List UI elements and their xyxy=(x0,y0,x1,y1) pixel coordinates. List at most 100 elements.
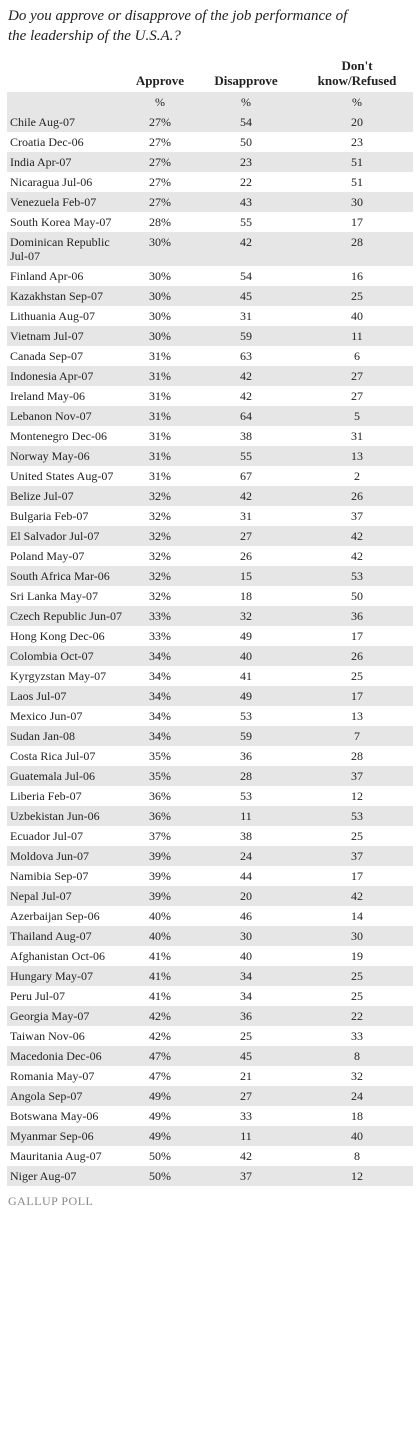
value-cell: 47% xyxy=(149,1069,171,1083)
value-cell: 31 xyxy=(240,509,252,523)
country-cell: Colombia Oct-07 xyxy=(7,646,129,666)
column-header: Approve xyxy=(135,73,185,88)
value-cell: 39% xyxy=(129,846,191,866)
data-row: Nepal Jul-07 39% 20 42 xyxy=(7,886,413,906)
value-cell: 32% xyxy=(149,549,171,563)
value-cell: 25 xyxy=(351,989,363,1003)
value-cell: 39% xyxy=(149,869,171,883)
country-cell: Bulgaria Feb-07 xyxy=(10,509,89,523)
value-cell: 18 xyxy=(351,1109,363,1123)
country-cell: Norway May-06 xyxy=(7,446,129,466)
data-row: Botswana May-06 49% 33 18 xyxy=(7,1106,413,1126)
value-cell: 5 xyxy=(301,406,413,426)
value-cell: 43 xyxy=(191,192,301,212)
value-cell: 42 xyxy=(191,486,301,506)
value-cell: 27% xyxy=(129,112,191,132)
value-cell: 27 xyxy=(191,1086,301,1106)
value-cell: 37 xyxy=(191,1166,301,1186)
column-header: Disapprove xyxy=(214,73,278,88)
country-cell: Macedonia Dec-06 xyxy=(7,1046,129,1066)
value-cell: 26 xyxy=(240,549,252,563)
value-cell: 39% xyxy=(129,886,191,906)
value-cell: 40 xyxy=(351,309,363,323)
country-cell: Niger Aug-07 xyxy=(7,1166,129,1186)
value-cell: 41% xyxy=(149,989,171,1003)
value-cell: 26 xyxy=(301,486,413,506)
value-cell: 31% xyxy=(129,406,191,426)
data-row: Canada Sep-07 31% 63 6 xyxy=(7,346,413,366)
value-cell: 11 xyxy=(301,326,413,346)
value-cell: 50 xyxy=(351,589,363,603)
value-cell: 17 xyxy=(351,869,363,883)
value-cell: 32% xyxy=(129,486,191,506)
value-cell: 44 xyxy=(240,869,252,883)
country-cell: Dominican Republic Jul-07 xyxy=(7,232,129,266)
country-cell: Botswana May-06 xyxy=(10,1109,99,1123)
value-cell: 40 xyxy=(301,1126,413,1146)
data-row: Romania May-07 47% 21 32 xyxy=(7,1066,413,1086)
value-cell: 34 xyxy=(191,966,301,986)
data-row: Taiwan Nov-06 42% 25 33 xyxy=(7,1026,413,1046)
data-row: Lithuania Aug-07 30% 31 40 xyxy=(7,306,413,326)
value-cell: 54 xyxy=(240,269,252,283)
value-cell: 42 xyxy=(191,232,301,266)
country-cell: Indonesia Apr-07 xyxy=(7,366,129,386)
data-row: Uzbekistan Jun-06 36% 11 53 xyxy=(7,806,413,826)
value-cell: 55 xyxy=(240,215,252,229)
value-cell: 36 xyxy=(240,749,252,763)
table-body: %%% Chile Aug-07 27% 54 20 Croatia Dec-06 27% 5… xyxy=(7,92,413,1186)
data-row: El Salvador Jul-07 32% 27 42 xyxy=(7,526,413,546)
country-cell: Laos Jul-07 xyxy=(7,686,129,706)
value-cell: 32% xyxy=(149,509,171,523)
value-cell: 17 xyxy=(301,686,413,706)
header-row: Approve Disapprove Don't know/Refused xyxy=(7,58,413,92)
value-cell: 40 xyxy=(240,949,252,963)
value-cell: 53 xyxy=(301,566,413,586)
data-row: Nicaragua Jul-06 27% 22 51 xyxy=(7,172,413,192)
data-row: Belize Jul-07 32% 42 26 xyxy=(7,486,413,506)
value-cell: 19 xyxy=(351,949,363,963)
country-cell: Ecuador Jul-07 xyxy=(10,829,83,843)
country-cell: South Africa Mar-06 xyxy=(7,566,129,586)
value-cell: 32% xyxy=(129,566,191,586)
country-cell: Lithuania Aug-07 xyxy=(10,309,95,323)
country-cell: Vietnam Jul-07 xyxy=(7,326,129,346)
value-cell: 27 xyxy=(351,389,363,403)
value-cell: 31% xyxy=(149,469,171,483)
data-row: Czech Republic Jun-07 33% 32 36 xyxy=(7,606,413,626)
country-cell: Sudan Jan-08 xyxy=(7,726,129,746)
data-row: Moldova Jun-07 39% 24 37 xyxy=(7,846,413,866)
data-row: Sri Lanka May-07 32% 18 50 xyxy=(7,586,413,606)
country-cell: Liberia Feb-07 xyxy=(10,789,82,803)
value-cell: 42% xyxy=(149,1029,171,1043)
value-cell: 64 xyxy=(191,406,301,426)
value-cell: 42 xyxy=(301,526,413,546)
value-cell: 34% xyxy=(129,686,191,706)
value-cell: 7 xyxy=(301,726,413,746)
country-cell: Georgia May-07 xyxy=(7,1006,129,1026)
value-cell: 36 xyxy=(301,606,413,626)
value-cell: 13 xyxy=(351,709,363,723)
data-row: Macedonia Dec-06 47% 45 8 xyxy=(7,1046,413,1066)
value-cell: 22 xyxy=(301,1006,413,1026)
value-cell: 23 xyxy=(351,135,363,149)
value-cell: 59 xyxy=(191,726,301,746)
data-row: Mauritania Aug-07 50% 42 8 xyxy=(7,1146,413,1166)
value-cell: 32 xyxy=(351,1069,363,1083)
value-cell: 31% xyxy=(149,389,171,403)
value-cell: 20 xyxy=(301,112,413,132)
country-cell: Namibia Sep-07 xyxy=(10,869,89,883)
value-cell: 34% xyxy=(129,646,191,666)
value-cell: 21 xyxy=(240,1069,252,1083)
data-row: Vietnam Jul-07 30% 59 11 xyxy=(7,326,413,346)
data-row: Sudan Jan-08 34% 59 7 xyxy=(7,726,413,746)
data-row: Afghanistan Oct-06 41% 40 19 xyxy=(7,946,413,966)
value-cell: 35% xyxy=(129,766,191,786)
unit-cell xyxy=(7,92,129,112)
value-cell: 27% xyxy=(129,192,191,212)
value-cell: 42 xyxy=(301,886,413,906)
value-cell: 42 xyxy=(191,366,301,386)
data-row: Azerbaijan Sep-06 40% 46 14 xyxy=(7,906,413,926)
value-cell: 35% xyxy=(149,749,171,763)
value-cell: 41 xyxy=(240,669,252,683)
